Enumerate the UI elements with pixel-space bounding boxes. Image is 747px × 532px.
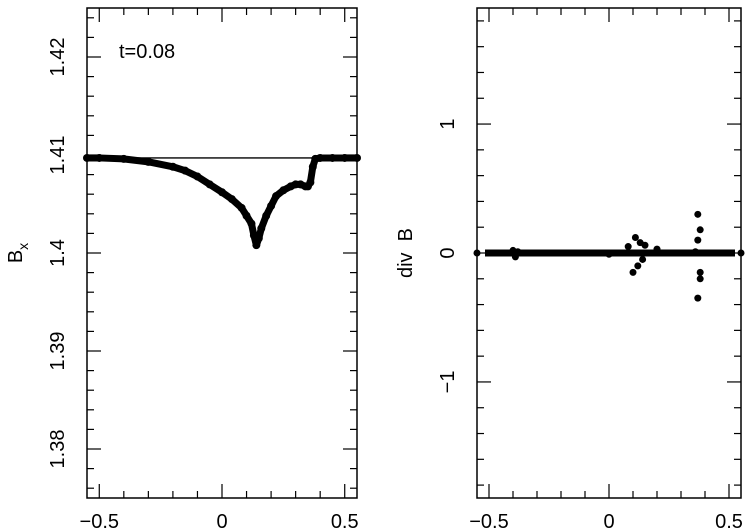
x-tick-label: 0 xyxy=(216,511,227,532)
data-point xyxy=(557,249,565,257)
data-point xyxy=(634,262,642,270)
data-point xyxy=(353,153,361,162)
data-point xyxy=(694,294,702,302)
data-point xyxy=(119,154,128,163)
data-point xyxy=(272,192,280,201)
series-curve xyxy=(83,154,361,249)
data-point xyxy=(193,172,202,181)
data-point xyxy=(696,226,704,234)
data-point xyxy=(227,195,236,204)
data-point xyxy=(639,255,647,263)
panel-1: −0.5 0 0.5 1.38 1.39 1.4 1.41 1.42 Bx t=0.08 xyxy=(5,7,361,532)
plot-frame xyxy=(86,7,358,499)
y-tick-label: −1 xyxy=(437,371,459,394)
data-point xyxy=(252,241,261,250)
data-point xyxy=(83,153,91,162)
y-tick-label: 1.42 xyxy=(47,38,69,77)
y-tick-label: 1.38 xyxy=(47,430,69,469)
data-point xyxy=(737,249,745,257)
panel-2: −0.5 0 0.5 −1 0 1 div B xyxy=(395,7,745,532)
data-point xyxy=(694,236,702,244)
data-point xyxy=(254,234,263,243)
x-tick-label: 0.5 xyxy=(715,511,743,532)
data-point xyxy=(262,211,271,220)
y-tick-label: 1.41 xyxy=(47,136,69,175)
data-point xyxy=(605,250,613,258)
data-point xyxy=(631,234,639,242)
data-point xyxy=(308,162,317,171)
data-point xyxy=(247,219,256,228)
data-point xyxy=(242,211,251,220)
time-annotation: t=0.08 xyxy=(119,41,175,63)
data-point xyxy=(653,245,661,253)
x-tick-label: −0.5 xyxy=(469,511,508,532)
data-point xyxy=(340,153,349,162)
data-point xyxy=(629,268,637,276)
data-point xyxy=(218,188,226,197)
data-point xyxy=(696,268,704,276)
data-point xyxy=(641,241,649,249)
y-axis-label: Bx xyxy=(5,243,31,263)
data-point xyxy=(237,203,246,212)
data-point xyxy=(144,157,153,166)
data-point xyxy=(257,224,266,233)
x-tick-label: −0.5 xyxy=(80,511,119,532)
y-tick-label: 1 xyxy=(437,118,459,129)
data-point xyxy=(279,186,288,195)
data-point xyxy=(306,178,315,187)
x-tick-label: 0 xyxy=(603,511,614,532)
data-point xyxy=(267,201,276,210)
data-point xyxy=(168,162,177,171)
data-point xyxy=(696,275,704,283)
data-point xyxy=(328,153,337,162)
data-point xyxy=(677,249,685,257)
data-point xyxy=(514,248,522,256)
x-tick-label: 0.5 xyxy=(331,511,359,532)
y-tick-label: 1.4 xyxy=(47,239,69,267)
y-axis-label: div B xyxy=(395,228,417,278)
data-point xyxy=(316,153,325,162)
data-point xyxy=(624,243,632,251)
data-point xyxy=(473,249,481,257)
data-point xyxy=(95,153,104,162)
data-point xyxy=(181,166,190,175)
data-point xyxy=(701,249,709,257)
y-tick-label: 1.39 xyxy=(47,332,69,371)
data-point xyxy=(205,180,214,189)
data-point xyxy=(694,210,702,218)
y-tick-label: 0 xyxy=(437,247,459,258)
data-point xyxy=(691,248,699,256)
